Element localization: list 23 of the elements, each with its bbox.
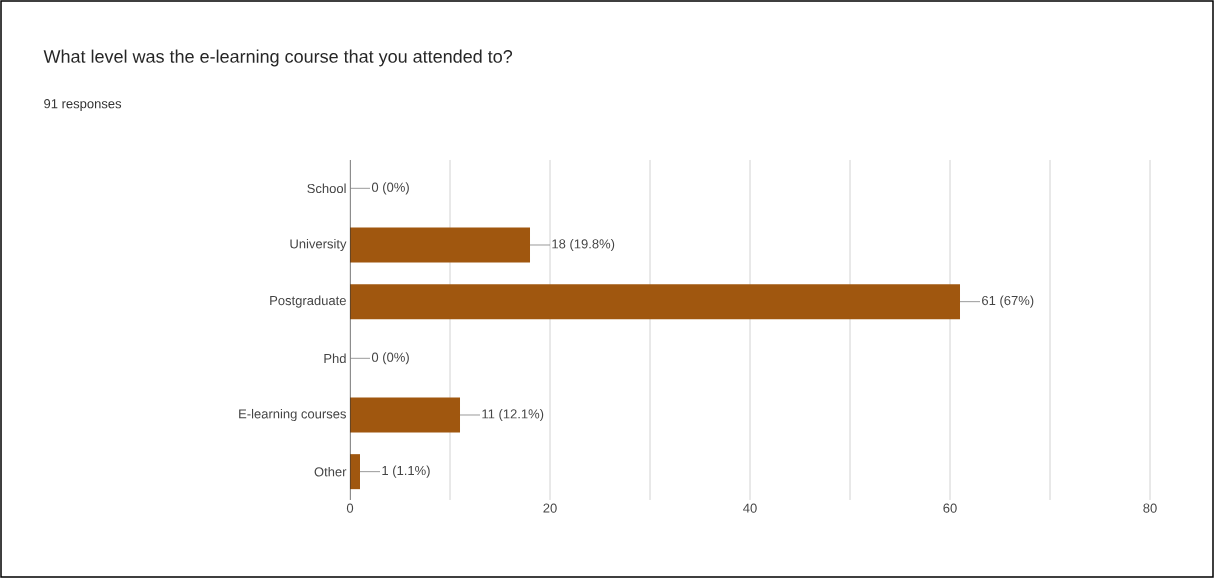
x-tick-label: 40 (743, 503, 757, 513)
bar (350, 397, 461, 433)
bar (350, 227, 531, 263)
data-label: 61 (67%) (982, 295, 1034, 308)
bar (350, 284, 961, 320)
chart-title: What level was the e-learning course that you attended to? (43, 49, 513, 67)
data-label: 1 (1.1%) (382, 465, 430, 478)
x-tick-label: 0 (346, 503, 354, 513)
x-tick-label: 60 (943, 503, 957, 513)
y-tick-label: Other (314, 466, 347, 477)
x-tick-label: 80 (1143, 503, 1157, 513)
x-tick-label: 20 (543, 503, 557, 513)
y-tick-label: E-learning courses (239, 408, 346, 422)
data-label: 11 (12.1%) (482, 408, 544, 422)
data-label: 18 (19.8%) (552, 238, 615, 252)
y-tick-label: School (307, 183, 346, 194)
data-label: 0 (0%) (371, 182, 409, 195)
text: 91 responses (44, 99, 122, 111)
y-tick-label: Postgraduate (270, 295, 346, 308)
data-label: 0 (0%) (371, 352, 409, 365)
bar (350, 454, 361, 490)
y-tick-label: University (290, 238, 347, 252)
y-tick-label: Phd (324, 353, 346, 364)
